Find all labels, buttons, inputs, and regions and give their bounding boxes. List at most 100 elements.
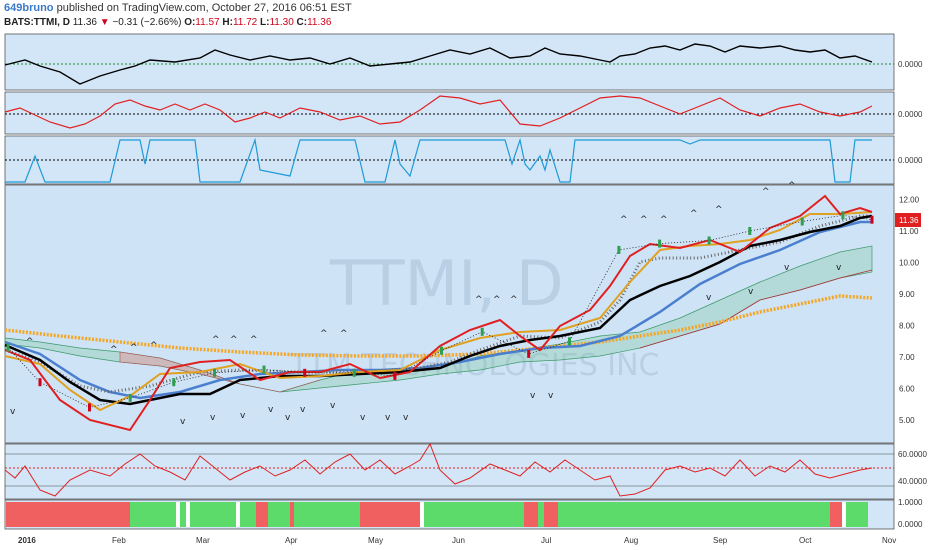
- price-candle: [440, 346, 443, 355]
- price-candle: [617, 245, 621, 254]
- x-tick-label: Sep: [713, 536, 728, 545]
- price-candle: [707, 236, 711, 245]
- price-tick-label: 5.00: [899, 416, 915, 425]
- low-label: L:: [260, 17, 270, 28]
- svg-text:v: v: [530, 391, 536, 401]
- blue-ma-line: [4, 220, 872, 400]
- svg-text:^: ^: [660, 215, 668, 225]
- close-price-series: [7, 214, 873, 408]
- x-tick-label: May: [368, 536, 383, 545]
- x-tick-label: Jul: [541, 536, 551, 545]
- x-tick-label: Feb: [112, 536, 126, 545]
- svg-text:v: v: [748, 287, 754, 297]
- open-value: 11.57: [195, 17, 220, 28]
- symbol-label: BATS:TTMI, D: [4, 17, 70, 28]
- oscillator-panel-2[interactable]: [4, 91, 895, 135]
- publish-header: 649bruno published on TradingView.com, O…: [4, 2, 352, 14]
- svg-text:^: ^: [620, 215, 628, 225]
- price-tick-label: 11.00: [899, 227, 919, 236]
- oscillator-panel-1[interactable]: [4, 33, 895, 91]
- price-axis: 12.00 11.00 10.00 9.00 8.00 7.00 6.00 5.00: [899, 196, 920, 426]
- price-tick-label: 9.00: [899, 290, 915, 299]
- price-candle: [870, 215, 874, 224]
- bar-tick-1: 1.0000: [898, 498, 923, 507]
- svg-text:^: ^: [690, 209, 698, 219]
- price-candle: [303, 368, 307, 377]
- price-candle: [748, 227, 752, 235]
- svg-text:^: ^: [110, 345, 118, 355]
- svg-text:^: ^: [788, 181, 796, 191]
- svg-text:^: ^: [130, 343, 138, 353]
- orange-fast-line: [4, 211, 873, 412]
- price-candle: [800, 217, 804, 226]
- high-value: 11.72: [232, 17, 258, 28]
- svg-text:v: v: [836, 263, 842, 273]
- svg-text:v: v: [548, 391, 554, 401]
- svg-text:^: ^: [150, 341, 158, 351]
- x-tick-label: Apr: [285, 536, 298, 545]
- bar-tick-0: 0.0000: [898, 520, 923, 529]
- price-change: −0.31 (−2.66%): [112, 17, 182, 28]
- last-price-tag: [895, 213, 921, 227]
- down-marker-icon: v: [10, 407, 16, 417]
- low-value: 11.30: [269, 17, 294, 28]
- svg-text:^: ^: [715, 205, 723, 215]
- price-candle: [658, 239, 662, 248]
- svg-text:^: ^: [640, 215, 648, 225]
- last-price: 11.36: [72, 17, 97, 28]
- price-candle: [88, 403, 91, 412]
- svg-text:v: v: [285, 413, 291, 423]
- panel2-oscillator-line: [4, 95, 873, 129]
- svg-text:v: v: [403, 413, 409, 423]
- rsi-line: [4, 442, 873, 497]
- svg-text:^: ^: [493, 295, 501, 305]
- price-tick-label: 8.00: [899, 322, 915, 331]
- svg-text:v: v: [300, 405, 306, 415]
- svg-text:v: v: [180, 417, 186, 427]
- svg-text:v: v: [268, 405, 274, 415]
- price-candle: [393, 371, 397, 380]
- author-link[interactable]: 649bruno: [4, 2, 54, 14]
- rsi-tick-40: 40.0000: [898, 477, 927, 486]
- down-arrow-icon: ▼: [99, 17, 110, 28]
- svg-text:v: v: [240, 411, 246, 421]
- svg-text:^: ^: [250, 335, 258, 345]
- x-tick-label: Aug: [624, 536, 638, 545]
- x-tick-label: 2016: [18, 536, 36, 545]
- cloud-edge-line: [639, 269, 873, 349]
- ichimoku-cloud-red: [119, 351, 321, 393]
- x-tick-label: Oct: [799, 536, 812, 545]
- price-candle: [841, 211, 845, 220]
- panel3-oscillator-line: [5, 137, 872, 183]
- svg-text:v: v: [706, 293, 712, 303]
- price-tick-label: 7.00: [899, 353, 915, 362]
- price-candle: [172, 378, 176, 387]
- high-label: H:: [222, 17, 233, 28]
- svg-text:v: v: [330, 401, 336, 411]
- svg-text:^: ^: [340, 329, 348, 339]
- price-candle: [128, 393, 132, 402]
- price-candle: [6, 343, 10, 352]
- price-tick-label: 12.00: [899, 196, 920, 205]
- price-candle: [352, 368, 356, 377]
- svg-text:v: v: [784, 263, 790, 273]
- svg-text:^: ^: [230, 335, 238, 345]
- symbol-legend: BATS:TTMI, D 11.36 ▼ −0.31 (−2.66%) O:11…: [4, 17, 331, 28]
- close-label: C:: [296, 17, 308, 28]
- open-label: O:: [184, 17, 196, 28]
- publish-info: published on TradingView.com, October 27…: [56, 2, 352, 14]
- watermark-ticker: TTMI, D: [329, 247, 564, 320]
- panel1-axis-label: 0.0000: [898, 60, 923, 69]
- x-tick-label: Nov: [882, 536, 896, 545]
- svg-text:v: v: [360, 413, 366, 423]
- panel2-axis-label: 0.0000: [898, 110, 923, 119]
- svg-text:^: ^: [212, 335, 220, 345]
- time-axis: 2016 Feb Mar Apr May Jun Jul Aug Sep Oct Nov: [18, 536, 896, 545]
- up-marker-icon: ^: [26, 337, 34, 347]
- price-candle: [262, 365, 266, 374]
- price-tick-label: 10.00: [899, 259, 920, 268]
- rsi-panel[interactable]: [4, 443, 895, 500]
- indicator-layer: [4, 194, 873, 432]
